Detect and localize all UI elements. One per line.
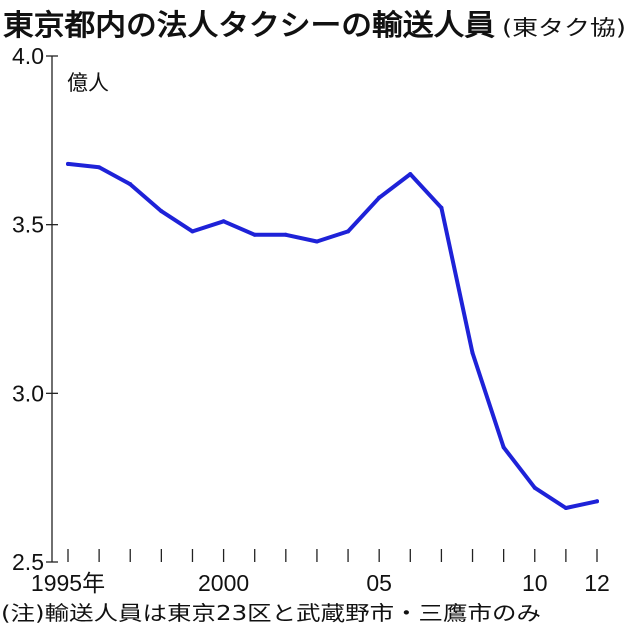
data-point [97, 165, 102, 170]
data-point [346, 229, 351, 234]
data-point [221, 219, 226, 224]
x-tick-label: 12 [584, 570, 610, 596]
x-tick-label: 05 [366, 570, 392, 596]
y-tick-label: 3.5 [12, 212, 44, 238]
data-point [283, 232, 288, 237]
data-point [595, 499, 599, 504]
series-line [66, 161, 599, 510]
data-point [563, 506, 568, 511]
x-tick-label: 2000 [198, 570, 249, 596]
y-axis-unit-label: 億人 [67, 71, 109, 95]
data-point [377, 195, 382, 200]
y-tick-label: 3.0 [12, 380, 44, 406]
y-tick-label: 2.5 [12, 549, 44, 575]
chart-note: (注)輸送人員は東京23区と武蔵野市・三鷹市のみ [1, 601, 541, 625]
data-point [408, 172, 413, 177]
data-point [501, 445, 506, 450]
data-point [470, 350, 475, 355]
data-point [314, 239, 319, 244]
data-point [190, 229, 195, 234]
data-point [66, 161, 70, 166]
chart-title: 東京都内の法人タクシーの輸送人員 [3, 8, 495, 42]
data-point [128, 182, 133, 187]
series-group [66, 161, 599, 511]
y-axis-ticks: 2.5 3.0 3.5 4.0 [12, 43, 58, 575]
y-tick-label: 4.0 [12, 43, 44, 69]
x-tick-label: 1995年 [31, 570, 105, 596]
x-tick-label: 10 [522, 570, 548, 596]
data-point [159, 209, 164, 214]
data-point [252, 232, 257, 237]
data-point [532, 485, 537, 490]
data-point [439, 205, 444, 210]
chart-source: (東タク協) [502, 16, 626, 40]
x-axis-ticks: 1995年 2000 05 10 12 [31, 549, 610, 596]
